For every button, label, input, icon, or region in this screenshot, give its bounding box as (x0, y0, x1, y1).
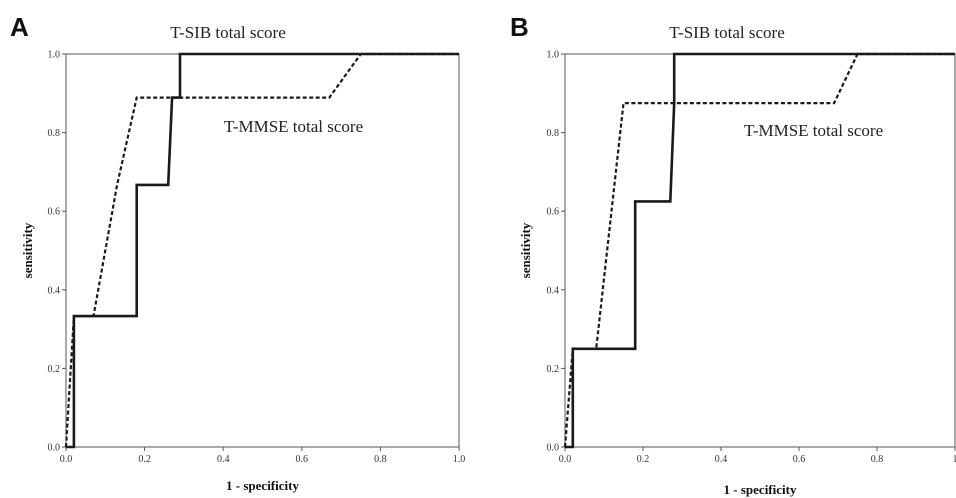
panel-a: A 0.0 0.2 0.4 0.6 0.8 1.0 0.0 0.2 0.4 0.6 0.8 1.0 1 -… (10, 12, 465, 493)
panel-letter: A (10, 12, 29, 42)
x-tick-label: 0.8 (871, 454, 884, 465)
y-axis-label: sensitivity (518, 222, 533, 278)
x-tick-label: 0.0 (559, 454, 572, 465)
x-tick-label: 0.4 (217, 454, 230, 465)
x-tick-label: 0.2 (138, 454, 151, 465)
series-label-t-mmse-total-score: T-MMSE total score (744, 121, 883, 140)
y-tick-label: 0.4 (48, 285, 61, 296)
x-tick-label: 0.8 (374, 454, 387, 465)
x-tick-label: 0.4 (715, 454, 728, 465)
y-tick-label: 0.8 (547, 128, 560, 139)
x-tick-label: 0.0 (60, 454, 73, 465)
panel-b: B 0.0 0.2 0.4 0.6 0.8 1 0.0 0.2 0.4 0.6 0.8 1.0 1 - s… (510, 12, 956, 497)
series-line-t-sib-total-score (565, 52, 955, 449)
x-axis-label: 1 - specificity (226, 478, 299, 493)
x-axis-label: 1 - specificity (724, 482, 797, 497)
x-tick-label: 1.0 (453, 454, 466, 465)
y-tick-label: 0.0 (547, 443, 560, 454)
y-tick-label: 0.0 (48, 443, 61, 454)
series-line-t-mmse-total-score (563, 52, 955, 448)
y-tick-label: 0.4 (547, 285, 560, 296)
x-tick-label: 1 (953, 454, 956, 465)
y-tick-label: 0.6 (547, 207, 560, 218)
plot-frame (65, 53, 460, 448)
x-tick-label: 0.6 (793, 454, 806, 465)
series-line-t-mmse-total-score (64, 52, 459, 448)
x-tick-label: 0.2 (637, 454, 650, 465)
panel-letter: B (510, 12, 529, 42)
y-tick-label: 0.6 (48, 207, 61, 218)
y-tick-label: 1.0 (48, 50, 61, 61)
y-axis-label: sensitivity (20, 222, 35, 278)
y-tick-label: 0.2 (547, 364, 560, 375)
series-label-t-mmse-total-score: T-MMSE total score (224, 117, 363, 136)
y-tick-label: 0.8 (48, 128, 61, 139)
series-line-t-sib-total-score (66, 52, 459, 449)
y-tick-label: 1.0 (547, 50, 560, 61)
series-label-t-sib-total-score: T-SIB total score (669, 23, 785, 42)
y-tick-label: 0.2 (48, 364, 61, 375)
x-tick-label: 0.6 (296, 454, 309, 465)
series-label-t-sib-total-score: T-SIB total score (170, 23, 286, 42)
